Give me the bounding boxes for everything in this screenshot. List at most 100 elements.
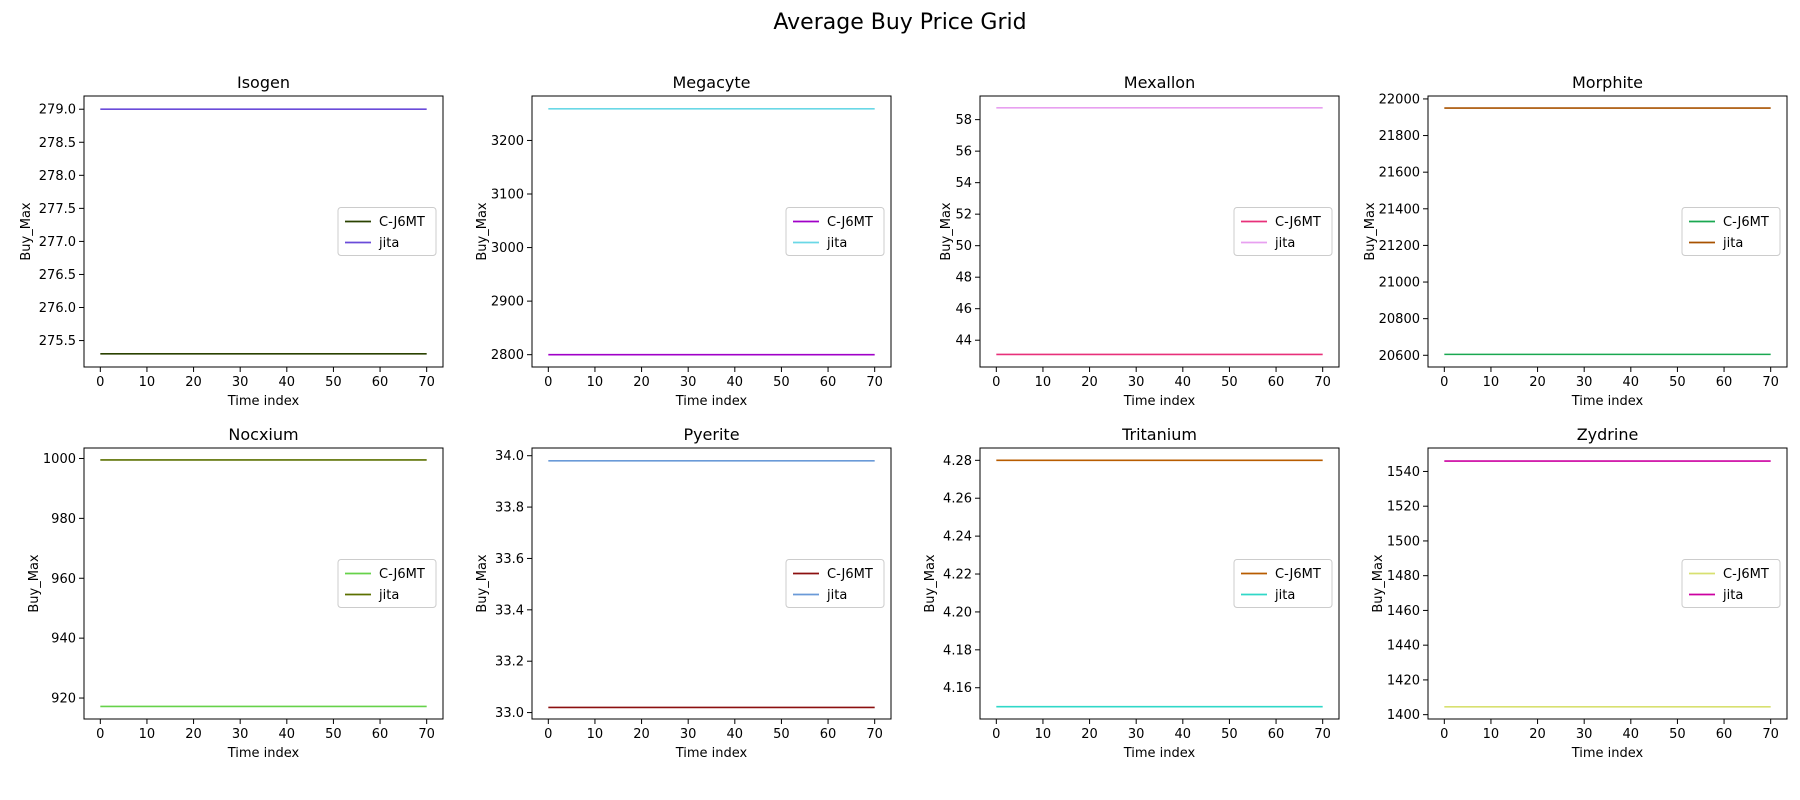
axes-frame xyxy=(83,447,444,720)
x-tick-label: 50 xyxy=(773,727,790,742)
x-tick-label: 60 xyxy=(372,375,389,390)
x-tick-label: 30 xyxy=(680,727,697,742)
x-tick-label: 10 xyxy=(1483,727,1500,742)
y-tick-label: 1400 xyxy=(1387,708,1420,723)
y-tick-label: 33.4 xyxy=(495,603,524,618)
subplot-mexallon: Mexallon 0 10 20 30 40 50 60 70 44 46 48 50 52 54 56 58 T… xyxy=(939,73,1340,409)
subplot-zydrine: Zydrine 0 10 20 30 40 50 60 70 1400 1420 1440 1460 14… xyxy=(1371,425,1788,761)
subplot-title: Nocxium xyxy=(228,425,298,444)
subplot-title: Mexallon xyxy=(1124,73,1195,92)
x-tick-label: 30 xyxy=(1576,375,1593,390)
y-axis-label: Buy_Max xyxy=(1371,554,1386,613)
legend-label-jita: jita xyxy=(826,588,847,603)
axes-frame xyxy=(1427,95,1788,368)
x-tick-label: 10 xyxy=(139,375,156,390)
y-tick-label: 1420 xyxy=(1387,673,1420,688)
y-axis-label: Buy_Max xyxy=(1363,202,1378,261)
legend-label-jita: jita xyxy=(826,236,847,251)
y-tick-label: 1440 xyxy=(1387,639,1420,654)
x-axis-label: Time index xyxy=(1571,746,1644,761)
x-tick-label: 50 xyxy=(773,375,790,390)
y-tick-label: 21400 xyxy=(1379,202,1420,217)
x-tick-label: 40 xyxy=(1175,727,1192,742)
legend: C-J6MT jita xyxy=(337,559,437,608)
y-tick-label: 1460 xyxy=(1387,604,1420,619)
y-tick-label: 276.5 xyxy=(39,268,76,283)
x-tick-label: 20 xyxy=(1081,727,1098,742)
x-tick-label: 40 xyxy=(279,727,296,742)
legend-label-c-j6mt: C-J6MT xyxy=(1723,215,1769,230)
subplot-title: Zydrine xyxy=(1577,425,1639,444)
x-tick-label: 60 xyxy=(1716,375,1733,390)
x-axis-label: Time index xyxy=(1123,746,1196,761)
legend-box xyxy=(337,559,437,608)
x-tick-label: 50 xyxy=(325,375,342,390)
y-axis-label: Buy_Max xyxy=(19,202,34,261)
y-tick-label: 33.6 xyxy=(495,552,524,567)
legend-box xyxy=(785,559,885,608)
x-tick-label: 0 xyxy=(544,727,552,742)
x-tick-label: 30 xyxy=(1128,375,1145,390)
legend-box xyxy=(1233,559,1333,608)
y-tick-label: 50 xyxy=(955,239,972,254)
legend-label-c-j6mt: C-J6MT xyxy=(1275,567,1321,582)
y-tick-label: 278.5 xyxy=(39,136,76,151)
legend: C-J6MT jita xyxy=(785,207,885,256)
y-tick-label: 3200 xyxy=(491,134,524,149)
legend-label-c-j6mt: C-J6MT xyxy=(827,567,873,582)
axes-frame xyxy=(531,95,892,368)
x-axis-label: Time index xyxy=(675,746,748,761)
subplot-isogen: Isogen 0 10 20 30 40 50 60 70 275.5 276.0 276.5 277.… xyxy=(19,73,444,409)
x-tick-label: 70 xyxy=(418,727,435,742)
x-tick-label: 0 xyxy=(96,375,104,390)
axes-frame xyxy=(531,447,892,720)
legend-label-jita: jita xyxy=(378,588,399,603)
legend-box xyxy=(1233,207,1333,256)
x-tick-label: 70 xyxy=(1762,727,1779,742)
axes-frame xyxy=(83,95,444,368)
legend-label-c-j6mt: C-J6MT xyxy=(379,567,425,582)
x-tick-label: 10 xyxy=(1035,375,1052,390)
y-tick-label: 1520 xyxy=(1387,500,1420,515)
y-tick-label: 275.5 xyxy=(39,334,76,349)
x-tick-label: 20 xyxy=(1529,375,1546,390)
x-tick-label: 50 xyxy=(1221,727,1238,742)
subplot-morphite: Morphite 0 10 20 30 40 50 60 70 20600 20800 21000 21… xyxy=(1363,73,1788,409)
legend: C-J6MT jita xyxy=(1681,559,1781,608)
y-tick-label: 1480 xyxy=(1387,569,1420,584)
y-axis-label: Buy_Max xyxy=(939,202,954,261)
x-tick-label: 30 xyxy=(1576,727,1593,742)
x-tick-label: 60 xyxy=(820,727,837,742)
x-tick-label: 40 xyxy=(1623,727,1640,742)
x-tick-label: 50 xyxy=(325,727,342,742)
y-tick-label: 3100 xyxy=(491,188,524,203)
legend-label-jita: jita xyxy=(1274,236,1295,251)
x-tick-label: 60 xyxy=(1716,727,1733,742)
subplot-pyerite: Pyerite 0 10 20 30 40 50 60 70 33.0 33.2 33.4 33.6 33… xyxy=(475,425,892,761)
subplot-title: Isogen xyxy=(237,73,290,92)
x-tick-label: 70 xyxy=(866,375,883,390)
x-axis-label: Time index xyxy=(227,394,300,409)
x-tick-label: 20 xyxy=(1529,727,1546,742)
x-tick-label: 10 xyxy=(1483,375,1500,390)
x-tick-label: 30 xyxy=(232,375,249,390)
x-tick-label: 50 xyxy=(1669,375,1686,390)
x-tick-label: 60 xyxy=(1268,375,1285,390)
x-tick-label: 10 xyxy=(139,727,156,742)
y-tick-label: 21200 xyxy=(1379,239,1420,254)
y-axis-label: Buy_Max xyxy=(27,554,42,613)
x-tick-label: 70 xyxy=(1314,727,1331,742)
x-tick-label: 0 xyxy=(1440,375,1448,390)
x-tick-label: 70 xyxy=(866,727,883,742)
y-axis-label: Buy_Max xyxy=(923,554,938,613)
y-tick-label: 2900 xyxy=(491,295,524,310)
y-tick-label: 940 xyxy=(51,632,76,647)
y-tick-label: 980 xyxy=(51,512,76,527)
x-tick-label: 60 xyxy=(820,375,837,390)
legend-box xyxy=(1681,559,1781,608)
x-tick-label: 0 xyxy=(96,727,104,742)
y-tick-label: 2800 xyxy=(491,348,524,363)
y-tick-label: 54 xyxy=(955,176,972,191)
x-axis-label: Time index xyxy=(675,394,748,409)
x-tick-label: 10 xyxy=(587,375,604,390)
